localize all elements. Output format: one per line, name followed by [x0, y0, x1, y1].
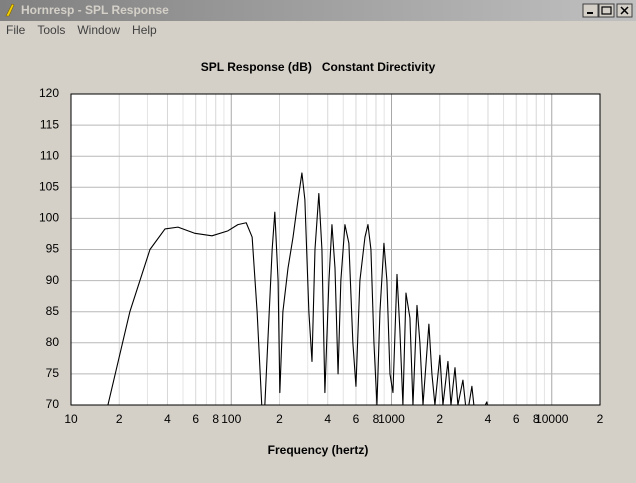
maximize-icon — [601, 6, 612, 15]
x-axis-label: Frequency (hertz) — [268, 443, 369, 457]
menu-item[interactable]: Window — [77, 23, 120, 37]
x-tick-label: 2 — [276, 412, 283, 426]
y-tick-label: 115 — [40, 117, 59, 131]
window-controls — [582, 3, 633, 18]
x-tick-label: 2 — [597, 412, 604, 426]
x-tick-label: 4 — [164, 412, 171, 426]
y-tick-label: 120 — [39, 86, 59, 100]
close-icon — [620, 6, 629, 15]
plot-frame — [70, 93, 601, 406]
y-tick-label: 110 — [40, 148, 59, 162]
x-tick-label: 4 — [485, 412, 492, 426]
y-tick-label: 70 — [46, 397, 60, 411]
x-tick-label: 8 — [373, 412, 380, 426]
menu-bar: File Tools Window Help — [6, 23, 157, 37]
y-tick-label: 105 — [39, 179, 59, 193]
chart-title: SPL Response (dB) Constant Directivity — [201, 60, 436, 74]
x-tick-label: 6 — [353, 412, 360, 426]
menu-item[interactable]: File — [6, 23, 26, 37]
plot — [107, 172, 488, 405]
window-title: Hornresp - SPL Response — [21, 3, 169, 17]
y-tick-label: 95 — [46, 242, 60, 256]
x-tick-label: 4 — [324, 412, 331, 426]
x-tick-label: 8 — [212, 412, 219, 426]
y-tick-label: 100 — [39, 211, 59, 225]
x-tick-label: 10000 — [535, 412, 569, 426]
x-tick-label: 2 — [116, 412, 123, 426]
maximize-button[interactable] — [598, 3, 615, 18]
x-tick-label: 2 — [436, 412, 443, 426]
spl-curve — [107, 172, 488, 405]
title-bar — [0, 0, 636, 21]
y-tick-label: 80 — [46, 335, 60, 349]
grid — [70, 93, 601, 406]
x-tick-label: 10 — [64, 412, 78, 426]
y-tick-label: 90 — [46, 273, 60, 287]
x-tick-label: 1000 — [378, 412, 405, 426]
menu-item[interactable]: Tools — [37, 23, 65, 37]
menu-item[interactable]: Help — [132, 23, 157, 37]
y-tick-label: 85 — [46, 304, 60, 318]
x-tick-label: 8 — [533, 412, 540, 426]
app-icon — [5, 3, 15, 17]
minimize-button[interactable] — [582, 3, 599, 18]
x-tick-label: 6 — [192, 412, 199, 426]
x-tick-label: 100 — [221, 412, 241, 426]
x-tick-label: 6 — [513, 412, 520, 426]
y-tick-label: 75 — [46, 366, 60, 380]
